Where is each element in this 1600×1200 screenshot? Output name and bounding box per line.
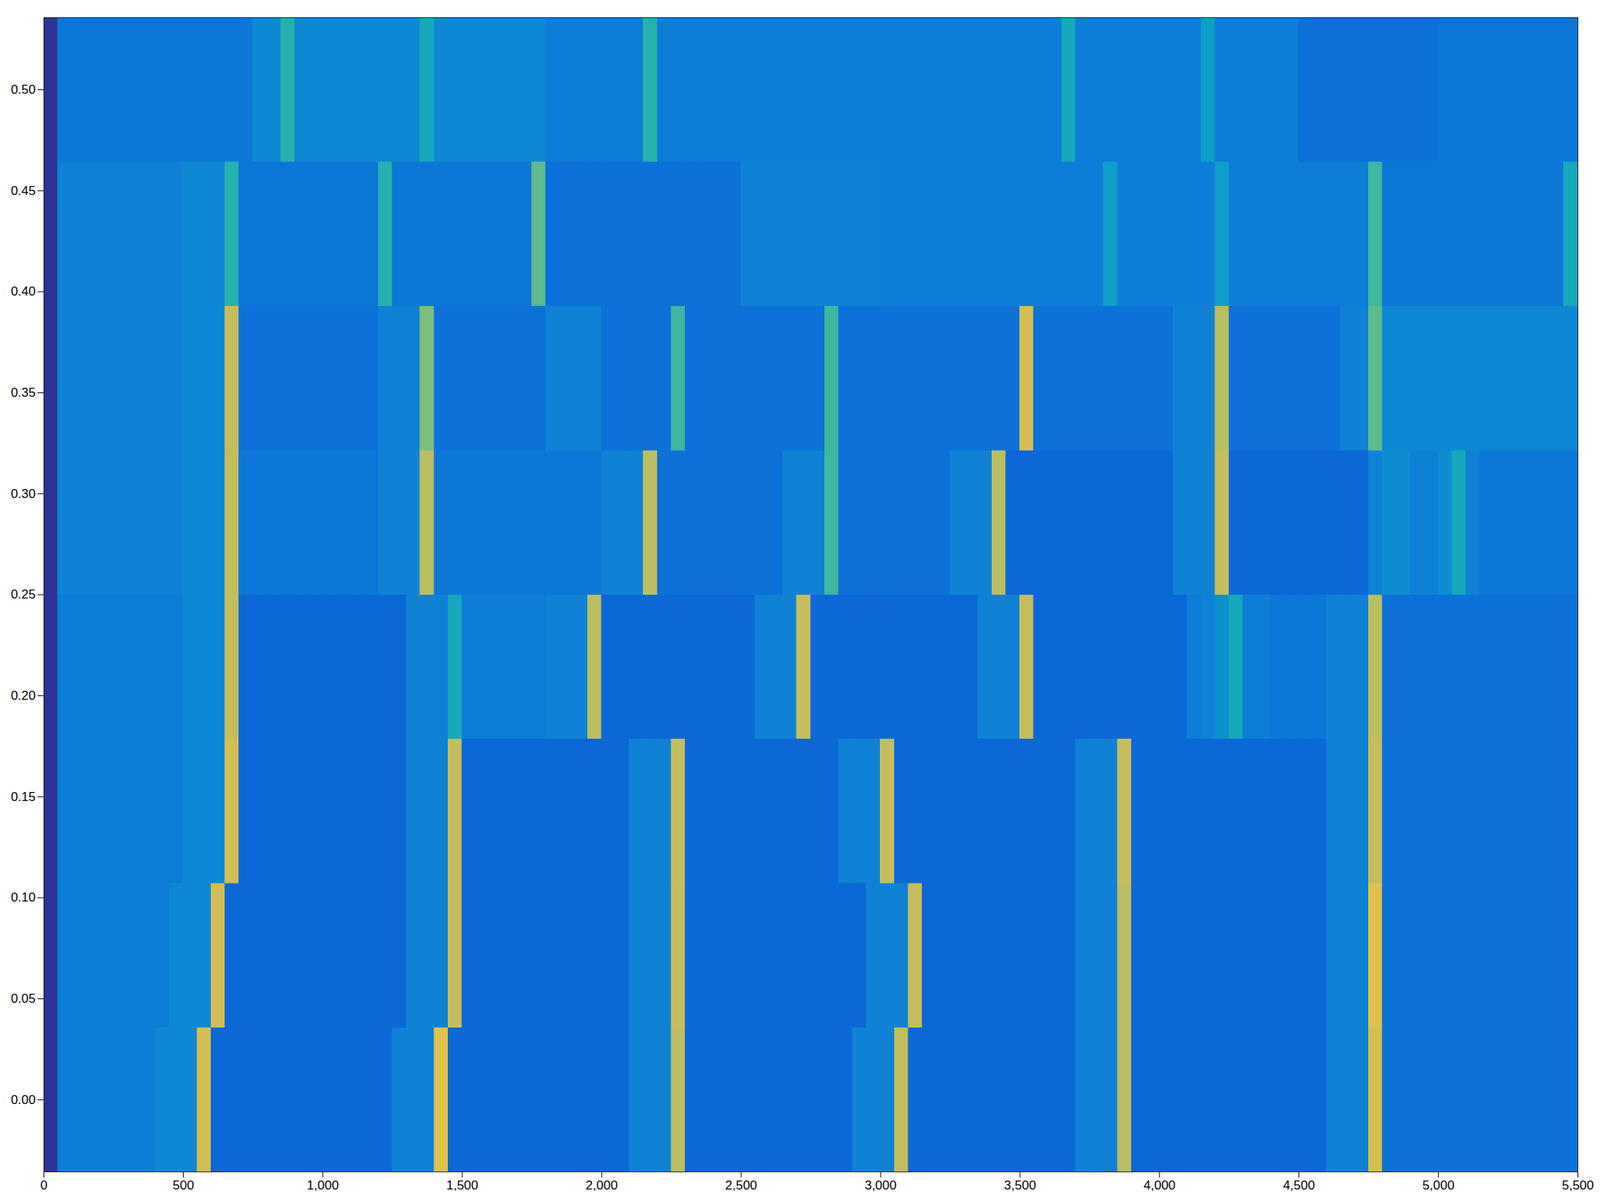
svg-text:0.15: 0.15 bbox=[10, 789, 36, 805]
svg-text:0.25: 0.25 bbox=[10, 587, 36, 602]
svg-text:0: 0 bbox=[40, 1178, 48, 1193]
svg-text:1,000: 1,000 bbox=[306, 1178, 340, 1193]
svg-text:5,500: 5,500 bbox=[1561, 1178, 1594, 1193]
svg-text:2,000: 2,000 bbox=[585, 1178, 619, 1193]
svg-text:4,000: 4,000 bbox=[1143, 1178, 1176, 1193]
svg-text:2,500: 2,500 bbox=[725, 1178, 758, 1193]
svg-text:0.05: 0.05 bbox=[10, 991, 36, 1006]
svg-text:0.10: 0.10 bbox=[10, 890, 36, 905]
svg-text:1,500: 1,500 bbox=[446, 1178, 479, 1193]
svg-text:0.20: 0.20 bbox=[10, 688, 36, 703]
svg-text:0.45: 0.45 bbox=[10, 183, 36, 199]
svg-text:3,000: 3,000 bbox=[864, 1178, 898, 1193]
svg-text:3,500: 3,500 bbox=[1004, 1178, 1037, 1193]
svg-text:0.30: 0.30 bbox=[10, 486, 36, 502]
svg-text:500: 500 bbox=[172, 1178, 194, 1193]
svg-text:0.00: 0.00 bbox=[10, 1092, 36, 1108]
svg-text:4,500: 4,500 bbox=[1282, 1178, 1315, 1193]
svg-text:5,000: 5,000 bbox=[1422, 1178, 1455, 1193]
svg-text:0.35: 0.35 bbox=[10, 385, 36, 400]
svg-text:0.50: 0.50 bbox=[10, 82, 36, 97]
svg-text:0.40: 0.40 bbox=[10, 284, 36, 299]
